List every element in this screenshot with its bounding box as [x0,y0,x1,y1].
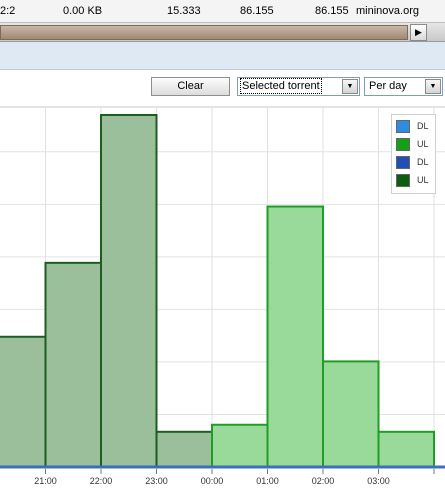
clear-button[interactable]: Clear [151,77,230,96]
legend-swatch [396,156,410,169]
chevron-down-icon[interactable]: ▼ [342,79,358,94]
bar-series-1-2300 [155,430,213,468]
scrollbar-thumb[interactable] [0,25,408,40]
chevron-down-icon[interactable]: ▼ [425,79,441,94]
row-cell-total: 86.155 [315,5,349,17]
legend-label: UL [417,175,429,185]
bar-series-1-2200 [100,114,158,468]
horizontal-scrollbar[interactable]: ▶ [0,22,445,42]
row-cell-tracker: mininova.org [356,5,419,17]
period-select-value: Per day [369,80,407,92]
bar-series-1-2000 [0,335,47,468]
transfer-chart: 21:00 22:00 23:00 00:00 01:00 02:00 03:00 DL U… [0,106,445,500]
x-axis-tick-label: 02:00 [312,476,335,486]
scroll-right-button[interactable]: ▶ [410,24,427,41]
x-axis-tick-label: 21:00 [34,476,57,486]
row-cell-uploaded: 86.155 [240,5,274,17]
legend-swatch [396,174,410,187]
legend-label: DL [417,157,429,167]
torrent-select-value: Selected torrent [240,78,322,94]
bar-series-1-2100 [44,261,102,468]
legend-label: UL [417,139,429,149]
torrent-select[interactable]: Selected torrent ▼ [237,77,360,96]
x-axis-tick-label: 23:00 [145,476,168,486]
period-select[interactable]: Per day ▼ [364,77,443,96]
x-axis-tick-label: 03:00 [367,476,390,486]
panel-header-band [0,42,445,70]
row-cell-size: 0.00 KB [63,5,103,17]
legend-swatch [396,120,410,133]
legend-swatch [396,138,410,151]
bar-series-2-0200 [322,360,380,468]
row-cell-name: 2:2 [0,5,16,17]
arrow-right-icon: ▶ [415,27,422,37]
bar-series-2-0100 [266,205,324,469]
bar-series-2-0000 [211,423,269,469]
x-axis-tick-label: 01:00 [256,476,279,486]
graph-toolbar: Clear Selected torrent ▼ Per day ▼ [0,70,445,106]
chart-legend: DL UL DL UL [391,114,436,194]
table-row[interactable]: 2:2 0.00 KB 15.333 86.155 86.155 mininov… [0,0,445,23]
x-axis-tick-label: 00:00 [201,476,224,486]
x-axis-tick-label: 22:00 [90,476,113,486]
bar-series-2-0300 [377,430,435,468]
chart-canvas: 21:00 22:00 23:00 00:00 01:00 02:00 03:00 [0,106,445,486]
row-cell-ratio: 15.333 [167,5,201,17]
legend-label: DL [417,121,429,131]
